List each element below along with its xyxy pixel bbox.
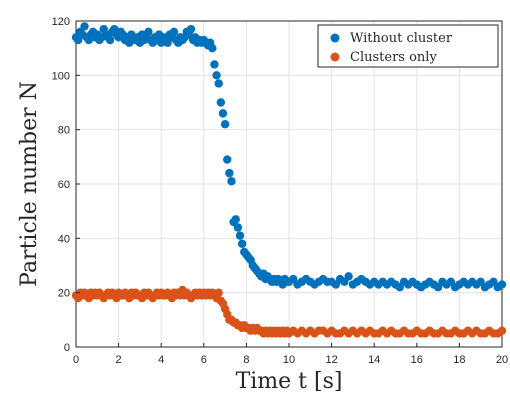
x-axis-title-text: Time t [s] — [236, 369, 343, 394]
legend-box — [317, 24, 499, 68]
data-point-without-cluster — [218, 109, 228, 118]
data-point-without-cluster — [237, 239, 247, 248]
data-point-without-cluster — [497, 280, 507, 289]
data-point-without-cluster — [344, 272, 353, 281]
y-tick-label: 0 — [64, 342, 70, 354]
data-point-without-cluster — [186, 24, 196, 34]
data-point-without-cluster — [214, 79, 223, 88]
y-tick-label: 80 — [58, 125, 70, 137]
y-tick-label: 40 — [58, 233, 70, 245]
y-tick-label: 60 — [58, 179, 70, 191]
data-point-without-cluster — [80, 22, 89, 31]
x-tick-label: 2 — [116, 354, 122, 366]
legend-label-without-cluster: Without cluster — [350, 31, 453, 46]
data-point-without-cluster — [233, 223, 243, 232]
y-tick-label: 120 — [52, 16, 70, 28]
data-point-without-cluster — [212, 71, 221, 80]
legend-marker-clusters-only — [330, 52, 340, 62]
x-tick-label: 12 — [325, 354, 337, 366]
data-point-clusters-only — [497, 326, 507, 335]
x-tick-label: 8 — [243, 354, 249, 366]
data-point-without-cluster — [223, 155, 232, 164]
data-point-without-cluster — [216, 98, 226, 107]
data-point-without-cluster — [227, 177, 236, 186]
x-axis-title: Time t [s] — [236, 369, 343, 394]
data-point-without-cluster — [210, 60, 219, 69]
y-axis-title: Particle number N — [17, 81, 42, 287]
y-tick-label: 20 — [58, 288, 70, 300]
y-tick-label: 100 — [52, 70, 70, 82]
x-tick-label: 4 — [158, 354, 164, 366]
y-axis-title-text: Particle number N — [17, 81, 42, 287]
x-tick-label: 0 — [73, 354, 79, 366]
x-tick-label: 20 — [496, 354, 508, 366]
data-point-without-cluster — [208, 43, 217, 53]
tick-labels: 0 2 4 6 8 10 12 14 16 18 20 0 20 40 60 80 100 120 — [52, 16, 508, 366]
legend: Without cluster Clusters only — [317, 24, 499, 68]
legend-label-clusters-only: Clusters only — [350, 50, 437, 65]
x-tick-label: 6 — [201, 354, 207, 366]
x-tick-label: 18 — [453, 354, 465, 366]
series-layer — [71, 22, 507, 338]
x-tick-label: 10 — [283, 354, 295, 366]
data-point-without-cluster — [231, 215, 240, 224]
data-point-without-cluster — [169, 27, 179, 37]
data-point-without-cluster — [220, 120, 230, 129]
series-without-cluster — [71, 22, 507, 292]
series-clusters-only — [71, 285, 507, 338]
data-point-without-cluster — [105, 35, 115, 45]
data-point-without-cluster — [235, 231, 245, 240]
data-point-without-cluster — [144, 27, 153, 37]
legend-marker-without-cluster — [330, 33, 340, 43]
x-tick-label: 16 — [411, 354, 423, 366]
data-point-clusters-only — [214, 288, 223, 297]
x-tick-label: 14 — [368, 354, 380, 366]
data-point-without-cluster — [225, 168, 234, 178]
